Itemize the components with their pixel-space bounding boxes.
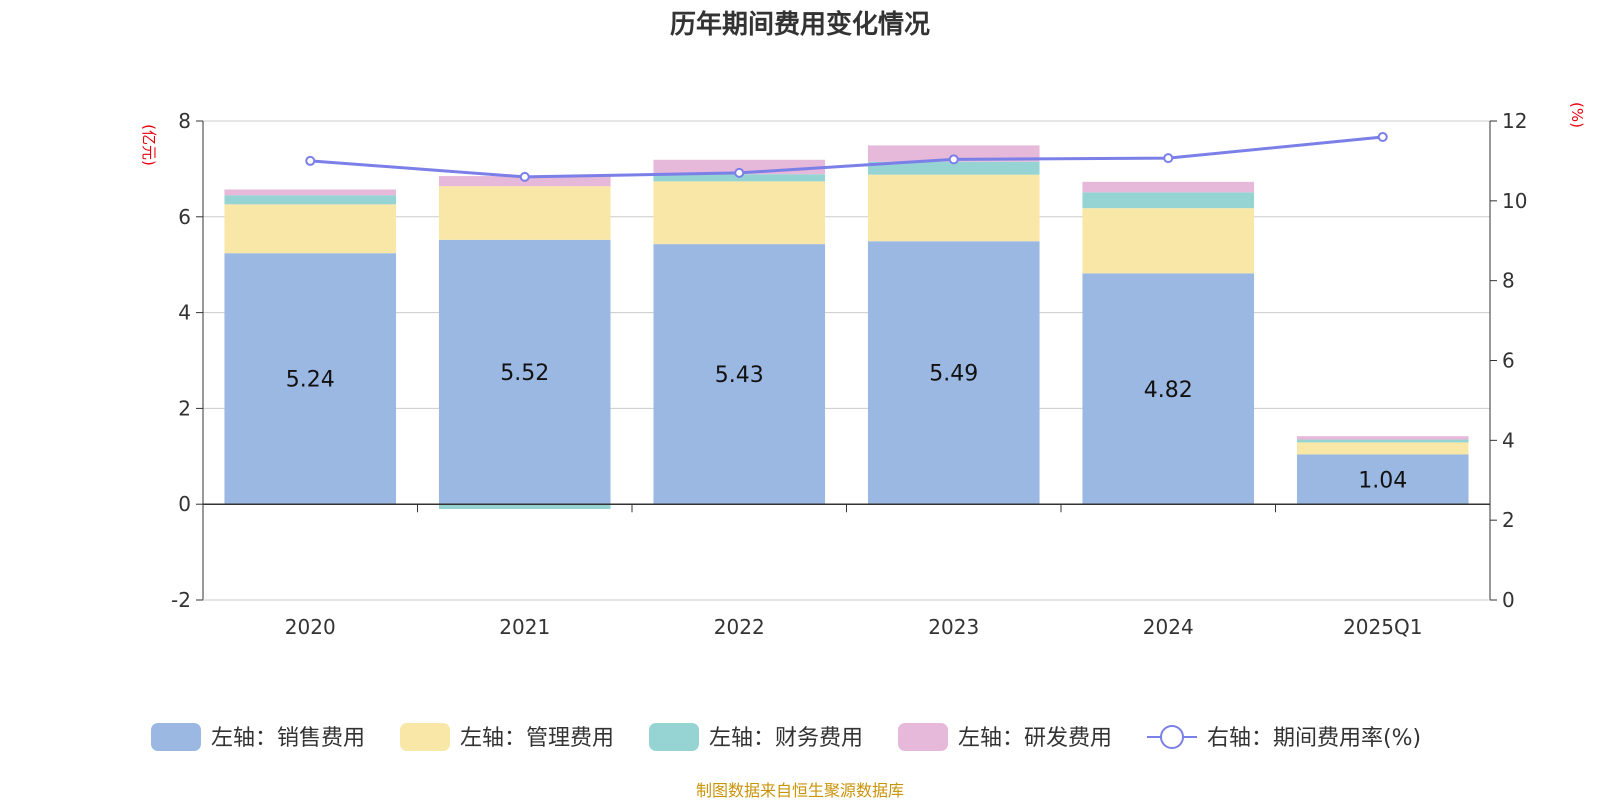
legend-label: 左轴：研发费用 bbox=[958, 726, 1112, 751]
legend-label: 左轴：销售费用 bbox=[211, 726, 365, 751]
bar-segment bbox=[224, 253, 397, 505]
legend-swatch bbox=[151, 723, 201, 751]
x-axis-tick-label: 2022 bbox=[714, 615, 765, 639]
legend: 左轴：销售费用 左轴：管理费用 左轴：财务费用 左轴：研发费用 右轴：期间费用率(%) bbox=[151, 723, 1421, 751]
bar-segment bbox=[1296, 442, 1469, 455]
axes: -2 0 2 4 6 8 0 2 4 6 8 10 12 2020 2021 2022 2023 2024 2025… bbox=[171, 109, 1527, 639]
bar-segment bbox=[653, 244, 826, 505]
rate-line bbox=[310, 135, 1383, 179]
bar-segment bbox=[867, 241, 1040, 505]
rate-point bbox=[1377, 131, 1388, 142]
bar-segment bbox=[1296, 454, 1469, 505]
bar-segment bbox=[1296, 436, 1469, 440]
bar-segment bbox=[1296, 439, 1469, 443]
data-labels: 5.24 5.52 5.43 5.49 4.82 1.04 bbox=[286, 361, 1407, 493]
bar-value-label: 1.04 bbox=[1358, 468, 1407, 493]
bar-value-label: 4.82 bbox=[1144, 378, 1193, 403]
right-axis-tick-label: 2 bbox=[1502, 508, 1515, 532]
left-axis-unit: (亿元) bbox=[140, 124, 158, 166]
left-axis-tick-label: 2 bbox=[178, 396, 191, 420]
bar-segment bbox=[867, 174, 1040, 242]
bar-value-label: 5.49 bbox=[929, 362, 978, 387]
x-axis-tick-label: 2024 bbox=[1143, 615, 1194, 639]
x-axis-tick-label: 2023 bbox=[928, 615, 979, 639]
bar-series bbox=[224, 145, 1469, 509]
legend-swatch bbox=[400, 723, 450, 751]
bar-segment bbox=[224, 195, 397, 205]
left-axis-tick-label: 6 bbox=[178, 205, 191, 229]
bar-segment bbox=[653, 181, 826, 245]
right-axis-tick-label: 4 bbox=[1502, 428, 1515, 452]
bar-value-label: 5.24 bbox=[286, 368, 335, 393]
bar-segment bbox=[224, 189, 397, 196]
bar-segment bbox=[1082, 273, 1255, 505]
right-axis-unit: (%) bbox=[1568, 102, 1586, 128]
x-axis-tick-label: 2021 bbox=[499, 615, 550, 639]
rate-point bbox=[734, 167, 745, 178]
bar-segment bbox=[1082, 181, 1255, 193]
bar-segment bbox=[1082, 192, 1255, 209]
bar-value-label: 5.52 bbox=[500, 361, 549, 386]
right-axis-tick-label: 10 bbox=[1502, 189, 1527, 213]
bar-segment bbox=[438, 504, 611, 509]
bar-segment bbox=[867, 161, 1040, 175]
bar-segment bbox=[438, 239, 611, 505]
left-axis-tick-label: -2 bbox=[171, 588, 191, 612]
left-axis-tick-label: 0 bbox=[178, 492, 191, 516]
rate-point bbox=[305, 155, 316, 166]
x-axis-tick-label: 2020 bbox=[285, 615, 336, 639]
left-axis-tick-label: 8 bbox=[178, 109, 191, 133]
bar-segment bbox=[1082, 208, 1255, 274]
right-axis-tick-label: 12 bbox=[1502, 109, 1527, 133]
x-axis-tick-label: 2025Q1 bbox=[1343, 615, 1422, 639]
legend-swatch bbox=[649, 723, 699, 751]
legend-label: 右轴：期间费用率(%) bbox=[1207, 726, 1421, 751]
bar-segment bbox=[224, 204, 397, 254]
left-axis-tick-label: 4 bbox=[178, 301, 191, 325]
bar-value-label: 5.43 bbox=[715, 363, 764, 388]
rate-point bbox=[948, 154, 959, 165]
rate-point bbox=[1163, 153, 1174, 164]
source-note: 制图数据来自恒生聚源数据库 bbox=[696, 781, 904, 800]
right-axis-tick-label: 8 bbox=[1502, 269, 1515, 293]
rate-point bbox=[519, 171, 530, 182]
legend-label: 左轴：管理费用 bbox=[460, 726, 614, 751]
legend-swatch bbox=[898, 723, 948, 751]
chart-title: 历年期间费用变化情况 bbox=[670, 9, 930, 40]
legend-marker-icon bbox=[1160, 725, 1184, 749]
bar-segment bbox=[438, 186, 611, 240]
right-axis-tick-label: 0 bbox=[1502, 588, 1515, 612]
rate-line-series bbox=[305, 131, 1388, 182]
right-axis-tick-label: 6 bbox=[1502, 349, 1515, 373]
legend-label: 左轴：财务费用 bbox=[709, 726, 863, 751]
